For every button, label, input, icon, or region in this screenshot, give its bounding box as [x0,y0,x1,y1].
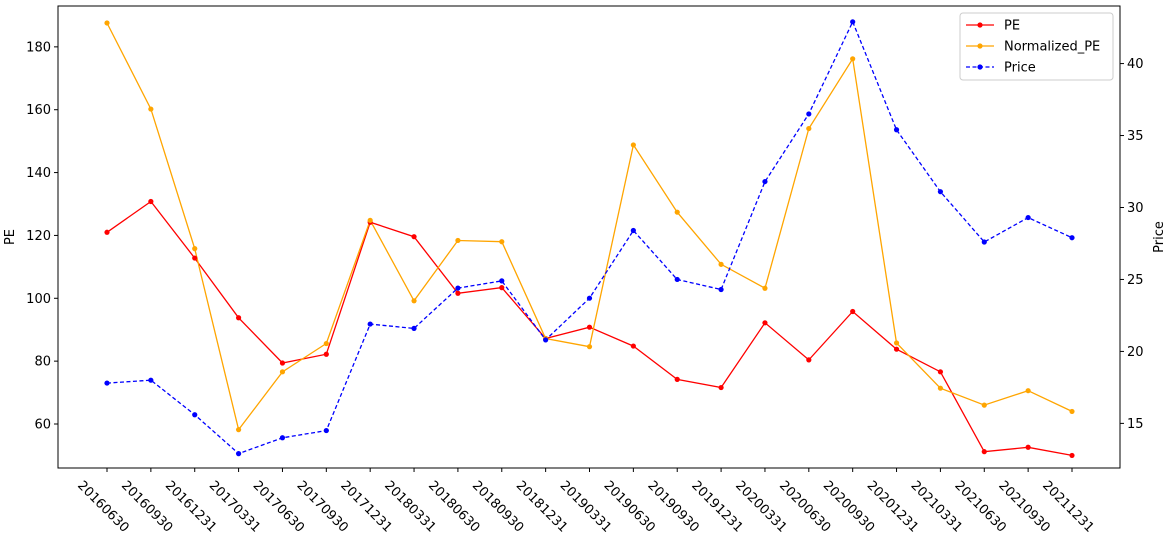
data-point-normalized-pe [718,261,724,267]
right-y-tick-label: 15 [1127,417,1144,432]
data-point-pe [630,343,636,349]
data-point-pe [893,346,900,352]
data-point-normalized-pe [850,56,856,62]
data-point-price [937,189,944,195]
data-point-price [630,227,636,234]
data-point-pe [850,308,856,315]
data-point-price [192,412,198,418]
data-point-price [455,285,461,291]
data-point-normalized-pe [411,298,417,304]
data-point-normalized-pe [367,217,373,223]
data-point-normalized-pe [279,369,286,375]
left-y-tick-label: 100 [26,292,51,307]
data-point-pe [586,324,593,330]
data-point-pe [148,198,154,205]
data-point-price [1069,235,1075,241]
data-point-price [279,435,286,441]
right-y-tick-label: 25 [1127,273,1144,288]
data-point-normalized-pe [104,20,110,26]
data-point-pe [674,376,680,382]
data-point-price [148,377,154,383]
data-point-price [367,321,373,327]
data-point-normalized-pe [762,285,768,291]
data-point-pe [981,449,987,455]
right-y-axis: 15 20 25 30 35 40 [1120,57,1144,432]
data-point-price [718,286,724,293]
y2-axis-label: Price [1152,221,1167,253]
data-point-normalized-pe [981,402,987,408]
data-point-normalized-pe [893,340,900,346]
data-point-price [806,111,812,117]
right-y-tick-label: 40 [1127,57,1144,72]
data-point-pe [411,234,417,240]
data-point-pe [937,369,944,375]
data-point-price [411,325,417,331]
x-axis: 2016063020160930201612312017033120170630… [74,468,1097,533]
data-point-price [104,380,110,386]
left-y-tick-label: 60 [34,418,51,433]
data-point-normalized-pe [499,239,505,245]
data-point-price [674,276,680,283]
data-point-normalized-pe [674,209,680,215]
data-point-pe [323,351,329,357]
data-point-price [981,239,987,245]
series-markers [104,19,1075,459]
data-point-normalized-pe [586,344,593,350]
data-point-price [586,295,593,301]
data-point-normalized-pe [630,142,636,148]
data-point-normalized-pe [806,125,812,132]
data-point-normalized-pe [192,246,198,252]
legend-marker-pe [977,22,983,28]
data-point-pe [762,320,768,326]
data-point-pe [499,285,505,291]
legend-label-pe: PE [1004,19,1020,34]
data-point-price [543,337,549,343]
left-y-tick-label: 180 [26,40,51,55]
legend: PE Normalized_PE Price [959,12,1114,81]
legend-marker-price [977,64,983,70]
data-point-pe [806,357,812,363]
data-point-price [762,178,768,185]
y-axis-label: PE [3,229,18,245]
right-y-tick-label: 20 [1127,345,1144,360]
series-lines [106,20,1073,457]
left-y-tick-label: 140 [26,166,51,181]
data-point-price [893,127,900,133]
data-point-normalized-pe [1069,408,1075,415]
data-point-pe [279,360,286,366]
data-point-pe [1069,452,1075,459]
left-y-tick-label: 80 [34,355,51,370]
legend-label-price: Price [1004,61,1036,76]
right-y-tick-label: 35 [1127,129,1144,144]
data-point-pe [104,229,110,235]
data-point-pe [455,290,461,296]
data-point-pe [1025,444,1031,450]
legend-box [959,12,1114,81]
left-y-tick-label: 160 [26,103,51,118]
left-y-tick-label: 120 [26,229,51,244]
data-point-normalized-pe [323,340,329,347]
left-y-axis: 60 80 100 120 140 160 180 [26,40,58,433]
legend-marker-normalized-pe [977,43,983,49]
data-point-price [850,19,856,25]
data-point-price [323,427,329,434]
series-line-normalized-pe [106,22,1073,432]
data-point-price [235,451,242,457]
data-point-normalized-pe [235,427,242,433]
data-point-normalized-pe [148,106,154,112]
data-point-normalized-pe [937,385,944,391]
legend-label-normalized-pe: Normalized_PE [1004,40,1100,55]
data-point-pe [192,255,198,261]
data-point-price [499,278,505,284]
right-y-tick-label: 30 [1127,201,1144,216]
data-point-pe [235,315,242,321]
data-point-normalized-pe [1025,388,1031,394]
series-line-price [106,20,1073,455]
data-point-price [1025,214,1031,221]
data-point-pe [718,384,724,391]
data-point-normalized-pe [455,237,461,244]
